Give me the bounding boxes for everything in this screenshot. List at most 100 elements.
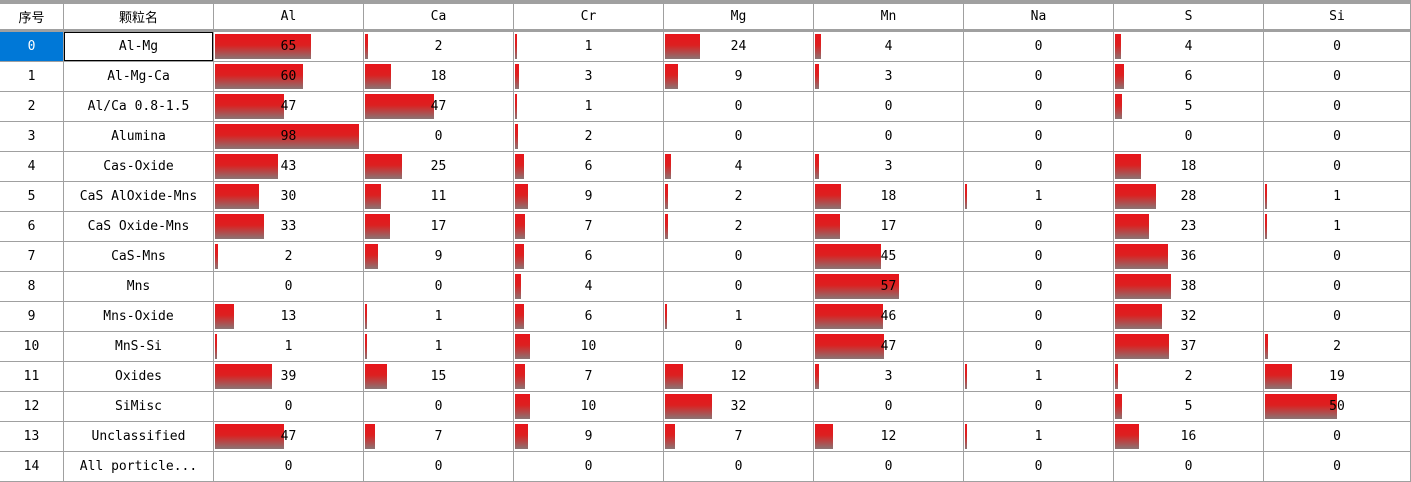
particle-name[interactable]: Al/Ca 0.8-1.5 — [64, 92, 213, 121]
value-cell[interactable]: 4 — [814, 32, 963, 61]
particle-name[interactable]: All porticle... — [64, 452, 213, 481]
column-header[interactable]: Mg — [664, 4, 813, 30]
value-cell[interactable]: 0 — [214, 452, 363, 481]
value-cell[interactable]: 47 — [214, 422, 363, 451]
value-cell[interactable]: 0 — [964, 212, 1113, 241]
value-cell[interactable]: 17 — [364, 212, 513, 241]
value-cell[interactable]: 3 — [814, 362, 963, 391]
row-index[interactable]: 3 — [0, 122, 63, 151]
value-cell[interactable]: 9 — [664, 62, 813, 91]
value-cell[interactable]: 7 — [364, 422, 513, 451]
value-cell[interactable]: 0 — [964, 302, 1113, 331]
value-cell[interactable]: 0 — [1264, 122, 1410, 151]
value-cell[interactable]: 0 — [364, 122, 513, 151]
column-header[interactable]: 颗粒名 — [64, 4, 213, 30]
value-cell[interactable]: 0 — [1264, 302, 1410, 331]
value-cell[interactable]: 23 — [1114, 212, 1263, 241]
value-cell[interactable]: 0 — [514, 452, 663, 481]
column-header[interactable]: Al — [214, 4, 363, 30]
value-cell[interactable]: 25 — [364, 152, 513, 181]
value-cell[interactable]: 98 — [214, 122, 363, 151]
row-index[interactable]: 5 — [0, 182, 63, 211]
value-cell[interactable]: 0 — [1264, 152, 1410, 181]
value-cell[interactable]: 0 — [964, 392, 1113, 421]
value-cell[interactable]: 0 — [1264, 422, 1410, 451]
value-cell[interactable]: 6 — [1114, 62, 1263, 91]
value-cell[interactable]: 0 — [364, 452, 513, 481]
value-cell[interactable]: 0 — [1264, 272, 1410, 301]
value-cell[interactable]: 1 — [514, 92, 663, 121]
value-cell[interactable]: 0 — [1264, 62, 1410, 91]
value-cell[interactable]: 10 — [514, 332, 663, 361]
value-cell[interactable]: 32 — [664, 392, 813, 421]
value-cell[interactable]: 0 — [814, 452, 963, 481]
value-cell[interactable]: 0 — [664, 92, 813, 121]
value-cell[interactable]: 0 — [964, 452, 1113, 481]
value-cell[interactable]: 0 — [1264, 452, 1410, 481]
value-cell[interactable]: 0 — [364, 392, 513, 421]
value-cell[interactable]: 1 — [964, 422, 1113, 451]
value-cell[interactable]: 3 — [814, 152, 963, 181]
particle-name[interactable]: Mns — [64, 272, 213, 301]
value-cell[interactable]: 47 — [214, 92, 363, 121]
value-cell[interactable]: 6 — [514, 152, 663, 181]
row-index[interactable]: 14 — [0, 452, 63, 481]
value-cell[interactable]: 0 — [364, 272, 513, 301]
particle-name[interactable]: MnS-Si — [64, 332, 213, 361]
value-cell[interactable]: 46 — [814, 302, 963, 331]
value-cell[interactable]: 12 — [814, 422, 963, 451]
value-cell[interactable]: 6 — [514, 302, 663, 331]
particle-name[interactable]: Alumina — [64, 122, 213, 151]
particle-name[interactable]: Unclassified — [64, 422, 213, 451]
column-header[interactable]: 序号 — [0, 4, 63, 30]
value-cell[interactable]: 2 — [514, 122, 663, 151]
column-header[interactable]: Mn — [814, 4, 963, 30]
value-cell[interactable]: 45 — [814, 242, 963, 271]
value-cell[interactable]: 1 — [1264, 182, 1410, 211]
row-index[interactable]: 0 — [0, 32, 63, 61]
value-cell[interactable]: 1 — [514, 32, 663, 61]
row-index[interactable]: 4 — [0, 152, 63, 181]
value-cell[interactable]: 1 — [1264, 212, 1410, 241]
value-cell[interactable]: 65 — [214, 32, 363, 61]
value-cell[interactable]: 6 — [514, 242, 663, 271]
particle-name[interactable]: SiMisc — [64, 392, 213, 421]
value-cell[interactable]: 0 — [664, 242, 813, 271]
value-cell[interactable]: 37 — [1114, 332, 1263, 361]
value-cell[interactable]: 0 — [1114, 452, 1263, 481]
row-index[interactable]: 11 — [0, 362, 63, 391]
value-cell[interactable]: 0 — [1264, 32, 1410, 61]
column-header[interactable]: Cr — [514, 4, 663, 30]
value-cell[interactable]: 3 — [514, 62, 663, 91]
particle-name[interactable]: Cas-Oxide — [64, 152, 213, 181]
row-index[interactable]: 12 — [0, 392, 63, 421]
particle-name[interactable]: Oxides — [64, 362, 213, 391]
value-cell[interactable]: 0 — [964, 272, 1113, 301]
value-cell[interactable]: 0 — [664, 122, 813, 151]
value-cell[interactable]: 0 — [964, 332, 1113, 361]
particle-name[interactable]: CaS AlOxide-Mns — [64, 182, 213, 211]
value-cell[interactable]: 1 — [964, 182, 1113, 211]
value-cell[interactable]: 60 — [214, 62, 363, 91]
value-cell[interactable]: 12 — [664, 362, 813, 391]
value-cell[interactable]: 0 — [964, 62, 1113, 91]
value-cell[interactable]: 50 — [1264, 392, 1410, 421]
particle-name[interactable]: CaS-Mns — [64, 242, 213, 271]
row-index[interactable]: 2 — [0, 92, 63, 121]
value-cell[interactable]: 9 — [514, 422, 663, 451]
value-cell[interactable]: 9 — [364, 242, 513, 271]
row-index[interactable]: 7 — [0, 242, 63, 271]
particle-name[interactable]: Al-Mg-Ca — [64, 62, 213, 91]
value-cell[interactable]: 32 — [1114, 302, 1263, 331]
particle-name[interactable]: CaS Oxide-Mns — [64, 212, 213, 241]
value-cell[interactable]: 1 — [364, 332, 513, 361]
value-cell[interactable]: 7 — [514, 212, 663, 241]
value-cell[interactable]: 0 — [664, 272, 813, 301]
value-cell[interactable]: 47 — [364, 92, 513, 121]
value-cell[interactable]: 28 — [1114, 182, 1263, 211]
value-cell[interactable]: 2 — [214, 242, 363, 271]
value-cell[interactable]: 30 — [214, 182, 363, 211]
value-cell[interactable]: 0 — [964, 92, 1113, 121]
value-cell[interactable]: 0 — [1264, 92, 1410, 121]
value-cell[interactable]: 9 — [514, 182, 663, 211]
